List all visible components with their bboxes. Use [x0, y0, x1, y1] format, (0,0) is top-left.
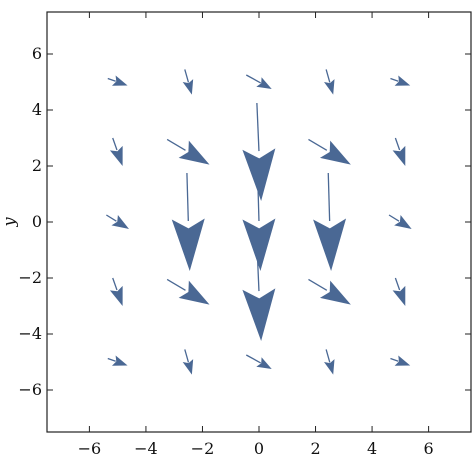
y-tick-label: −2 [18, 268, 42, 287]
x-tick-label: 6 [424, 439, 434, 458]
vector-arrow [107, 75, 128, 86]
arrow-head [256, 357, 272, 369]
vector-arrow [182, 349, 194, 375]
x-tick-label: 2 [310, 439, 320, 458]
arrow-head [109, 145, 123, 166]
arrow-shaft [325, 69, 331, 83]
arrow-shaft [106, 214, 117, 222]
arrow-head [392, 145, 406, 166]
arrow-shaft [390, 77, 399, 82]
arrow-shaft [166, 278, 186, 291]
arrow-head [178, 140, 210, 165]
arrow-head [313, 218, 347, 271]
arrow-shaft [394, 137, 401, 151]
arrow-shaft [388, 214, 400, 222]
vector-arrow [313, 172, 347, 271]
arrow-head [178, 280, 210, 305]
arrow-shaft [112, 277, 118, 291]
arrow-shaft [245, 74, 261, 84]
vector-arrow [166, 278, 210, 305]
arrow-head [171, 218, 205, 271]
vector-arrow [392, 277, 406, 306]
arrow-shaft [256, 102, 260, 152]
arrow-shaft [256, 172, 260, 222]
tick-layer: −6 −4 −2 0 2 4 6 −6 −4 −2 0 2 4 6 [18, 12, 471, 458]
vector-arrow [308, 138, 351, 165]
arrow-head [111, 75, 128, 86]
arrow-shaft [186, 172, 189, 222]
y-tick-label: −4 [18, 324, 42, 343]
arrow-head [242, 218, 276, 271]
arrow-head [242, 288, 276, 341]
vector-arrow [392, 137, 406, 166]
x-tick-label: −4 [134, 439, 158, 458]
plot-frame [46, 11, 472, 433]
y-tick-label: −6 [18, 380, 42, 399]
y-tick-label: 6 [32, 44, 42, 63]
arrow-shaft [184, 69, 190, 83]
vector-arrow [242, 102, 276, 201]
arrow-head [394, 214, 412, 229]
arrow-head [182, 79, 194, 95]
vector-arrow [166, 138, 210, 165]
vector-arrow [324, 349, 335, 375]
y-tick-label: 0 [32, 212, 42, 231]
vector-arrow [109, 277, 123, 306]
arrow-shaft [256, 242, 260, 292]
y-axis-label: y [0, 217, 19, 228]
vector-arrow [242, 242, 276, 341]
x-tick-label: 0 [254, 439, 264, 458]
arrow-shaft [107, 77, 116, 82]
vector-arrow [245, 74, 272, 89]
arrow-head [324, 79, 335, 95]
arrow-head [182, 359, 194, 375]
arrow-head [256, 77, 272, 89]
vector-arrow [388, 214, 412, 229]
arrow-head [109, 285, 123, 306]
arrow-layer [106, 69, 412, 375]
vector-arrow [171, 172, 205, 271]
arrow-head [111, 214, 129, 229]
vector-arrow [107, 355, 128, 366]
vector-arrow [242, 172, 276, 271]
arrow-shaft [390, 357, 399, 362]
arrow-shaft [308, 278, 328, 291]
x-tick-label: −6 [78, 439, 102, 458]
arrow-head [319, 280, 351, 305]
vector-arrow [182, 69, 194, 95]
arrow-shaft [184, 349, 190, 363]
x-tick-label: −2 [191, 439, 215, 458]
arrow-head [392, 285, 406, 306]
vector-arrow [106, 214, 129, 229]
x-tick-label: 4 [367, 439, 377, 458]
y-tick-label: 2 [32, 156, 42, 175]
arrow-shaft [325, 349, 331, 363]
arrow-shaft [107, 357, 116, 362]
arrow-head [242, 148, 276, 201]
vector-arrow [109, 137, 123, 166]
arrow-head [324, 359, 335, 375]
arrow-head [111, 355, 128, 366]
arrow-shaft [166, 138, 186, 151]
vector-arrow [308, 278, 351, 305]
vector-arrow [390, 75, 411, 86]
arrow-shaft [327, 172, 331, 222]
arrow-head [394, 355, 411, 366]
arrow-shaft [245, 354, 261, 364]
arrow-head [394, 75, 411, 86]
arrow-shaft [112, 137, 118, 151]
vector-arrow [245, 354, 272, 369]
arrow-shaft [308, 138, 328, 151]
y-tick-label: 4 [32, 100, 42, 119]
arrow-shaft [394, 277, 401, 291]
arrow-head [319, 140, 351, 165]
vector-arrow [390, 355, 411, 366]
vector-arrow [324, 69, 335, 95]
